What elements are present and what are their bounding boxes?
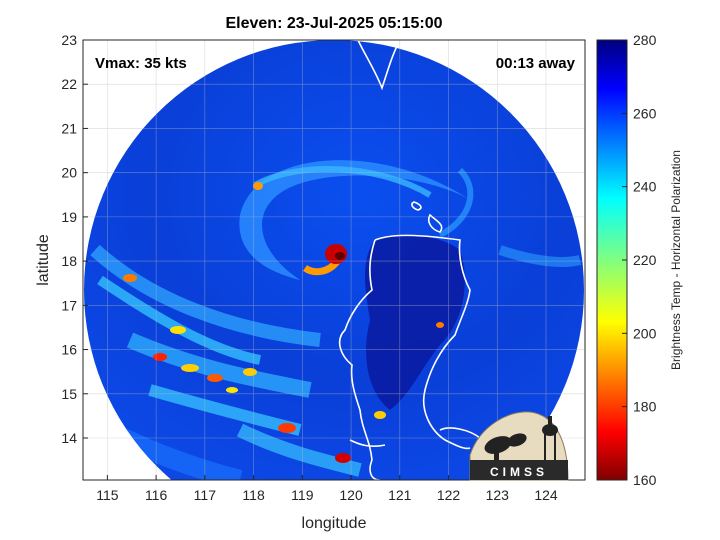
colorbar-ticks: 160 180 200 220 240 260 280: [622, 32, 657, 488]
cimss-logo: CIMSS: [469, 411, 569, 481]
y-axis-label: latitude: [35, 234, 52, 286]
y-axis: 14 15 16 17 18 19 20 21 22 23: [61, 32, 88, 446]
colorbar-tick-label: 280: [633, 32, 657, 48]
colorbar-tick-label: 160: [633, 472, 657, 488]
y-tick-label: 14: [61, 430, 77, 446]
y-tick-label: 22: [61, 76, 77, 92]
x-tick-label: 115: [96, 487, 119, 503]
y-tick-label: 21: [61, 120, 77, 136]
x-tick-label: 118: [242, 487, 265, 503]
time-away-annotation: 00:13 away: [496, 55, 576, 72]
water-tower-icon: [542, 416, 558, 460]
axes-frame: [82, 39, 586, 481]
y-tick-label: 17: [61, 297, 77, 313]
x-axis-label: longitude: [302, 515, 367, 532]
colorbar-tick-label: 260: [633, 105, 657, 121]
logo-text: CIMSS: [490, 465, 548, 479]
x-tick-label: 117: [194, 487, 217, 503]
x-axis: 115 116 117 118 119 120 121 122 123 124: [96, 475, 558, 503]
satellite-dish-icon: [484, 433, 527, 460]
x-tick-label: 123: [486, 487, 510, 503]
colorbar-tick-label: 220: [633, 252, 657, 268]
vmax-annotation: Vmax: 35 kts: [95, 55, 187, 72]
coastlines: [84, 40, 481, 480]
chart-title: Eleven: 23-Jul-2025 05:15:00: [225, 15, 442, 32]
y-tick-label: 23: [61, 32, 77, 48]
y-tick-label: 16: [61, 342, 77, 358]
x-tick-label: 120: [339, 487, 363, 503]
colorbar-tick-label: 200: [633, 325, 657, 341]
x-tick-label: 116: [145, 487, 168, 503]
x-tick-label: 122: [437, 487, 461, 503]
x-tick-label: 121: [388, 487, 412, 503]
y-tick-label: 18: [61, 253, 77, 269]
colorbar-tick-label: 240: [633, 179, 657, 195]
colorbar-tick-label: 180: [633, 399, 657, 415]
y-tick-label: 20: [61, 165, 77, 181]
colorbar-label: Brightness Temp - Horizontal Polarizatio…: [669, 150, 683, 370]
x-tick-label: 124: [534, 487, 558, 503]
x-tick-label: 119: [291, 487, 314, 503]
y-tick-label: 19: [61, 209, 77, 225]
y-tick-label: 15: [61, 386, 77, 402]
